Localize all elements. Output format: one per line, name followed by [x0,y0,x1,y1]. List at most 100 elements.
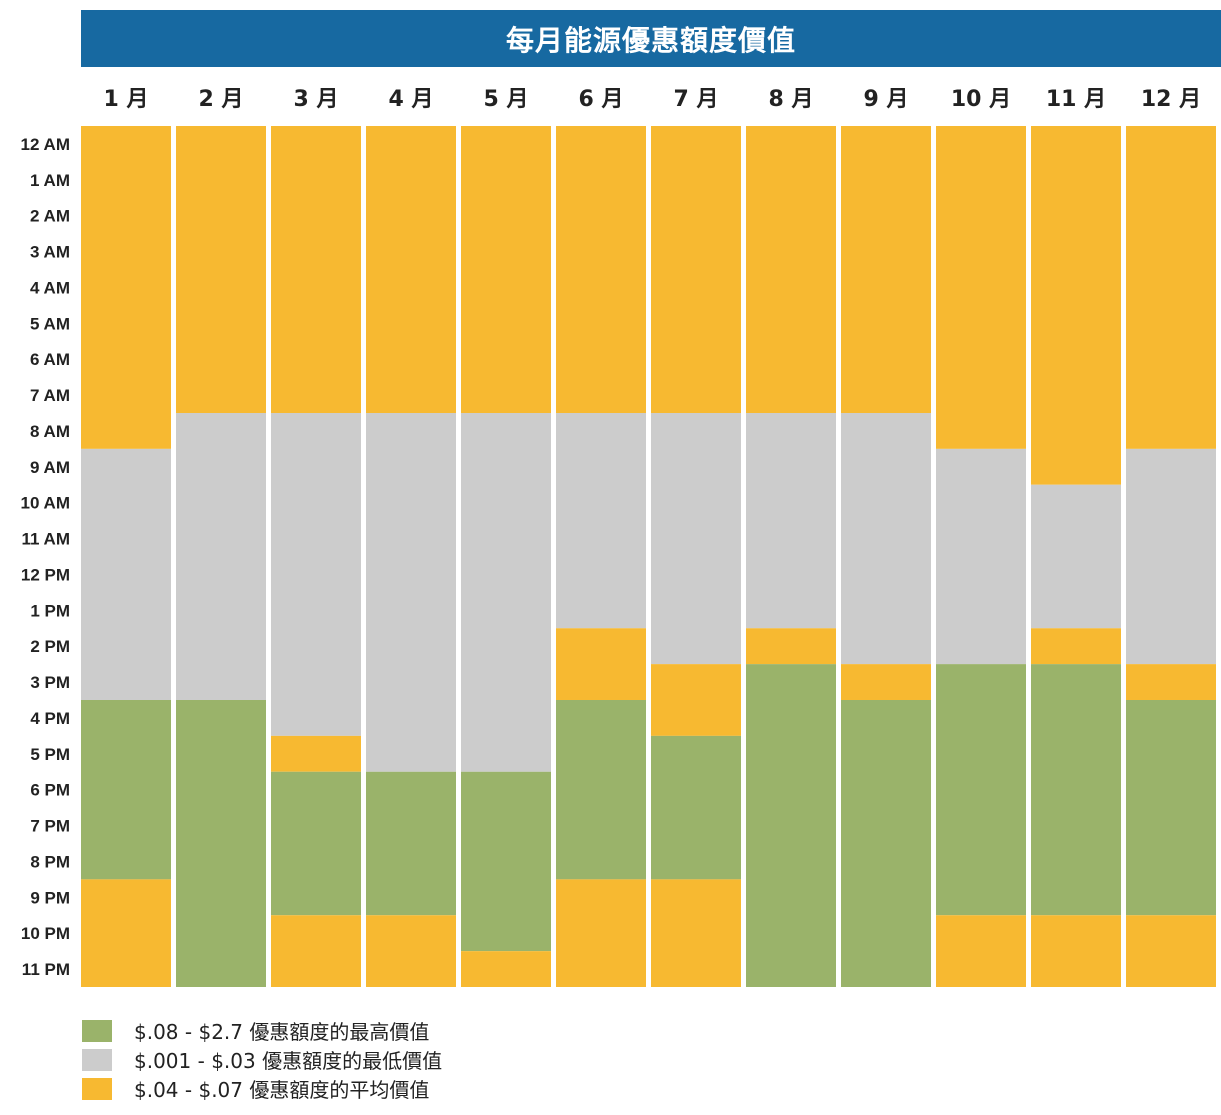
heatmap-cell-block [366,915,456,987]
hour-label: 1 AM [30,171,70,190]
hour-label: 1 PM [30,601,70,620]
month-label: 4 月 [389,87,434,112]
chart-title: 每月能源優惠額度價值 [505,23,796,57]
heatmap-cell-block [651,413,741,665]
month-label: 2 月 [199,87,244,112]
heatmap-cell-block [1031,664,1121,916]
heatmap-cell-block [746,126,836,413]
month-label: 8 月 [769,87,814,112]
heatmap-cell-block [936,915,1026,987]
heatmap-cell-block [1031,628,1121,665]
heatmap-cell-block [936,126,1026,449]
heatmap-cell-block [271,735,361,772]
hour-label: 2 AM [30,207,70,226]
heatmap-cell-block [746,628,836,665]
legend-label: $.08 - $2.7 優惠額度的最高價值 [134,1020,430,1044]
hour-label: 7 PM [30,817,70,836]
hour-label: 3 AM [30,243,70,262]
heatmap-cell-block [556,628,646,700]
hour-label: 5 AM [30,314,70,333]
legend-swatch [82,1048,112,1071]
month-label: 6 月 [579,87,624,112]
heatmap-cell-block [651,664,741,736]
heatmap-cell-block [81,700,171,880]
hour-label: 7 AM [30,386,70,405]
month-label: 3 月 [294,87,339,112]
month-label: 12 月 [1141,87,1201,112]
heatmap-cell-block [556,700,646,880]
hour-label: 6 PM [30,781,70,800]
heatmap-cell-block [651,879,741,987]
month-label: 5 月 [484,87,529,112]
month-label: 10 月 [951,87,1011,112]
heatmap-cell-block [556,879,646,987]
heatmap-cell-block [841,413,931,665]
hour-label: 12 AM [21,135,70,154]
heatmap-cell-block [1126,448,1216,665]
legend-item: $.04 - $.07 優惠額度的平均價值 [82,1074,442,1103]
heatmap-cell-block [461,771,551,952]
heatmap-cell-block [841,664,931,700]
heatmap-cell-block [1031,484,1121,629]
hour-label: 6 AM [30,350,70,369]
heatmap-cell-block [1126,700,1216,916]
hour-label: 4 AM [30,278,70,297]
heatmap-cell-block [936,664,1026,916]
heatmap-cell-block [746,413,836,629]
hour-label: 5 PM [30,745,70,764]
heatmap-cell-block [841,700,931,987]
heatmap-cell-block [461,126,551,413]
heatmap-cell-block [936,448,1026,665]
heatmap-cell-block [366,413,456,772]
heatmap-cell-block [1031,126,1121,485]
legend-swatch [82,1019,112,1042]
month-label: 9 月 [864,87,909,112]
legend: $.08 - $2.7 優惠額度的最高價值 $.001 - $.03 優惠額度的最… [82,1016,442,1103]
heatmap-cell-block [366,126,456,413]
heatmap-cell-block [271,771,361,916]
hour-label: 11 PM [22,960,70,979]
heatmap-cell-block [461,951,551,987]
heatmap-cell-block [1126,915,1216,987]
hour-label: 8 AM [30,422,70,441]
hour-labels: 12 AM 1 AM 2 AM 3 AM 4 AM 5 AM 6 AM 7 AM 8 AM 9 A… [21,135,70,979]
heatmap-cell-block [176,126,266,413]
hour-label: 12 PM [21,565,70,584]
hour-label: 9 AM [30,458,70,477]
heatmap-cell-block [176,413,266,700]
heatmap-cells [81,126,1216,987]
month-label: 7 月 [674,87,719,112]
heatmap-cell-block [176,700,266,987]
hour-label: 10 PM [21,924,70,943]
heatmap-cell-block [366,771,456,916]
heatmap-cell-block [461,413,551,772]
legend-label: $.001 - $.03 優惠額度的最低價值 [134,1049,443,1073]
heatmap-cell-block [556,413,646,629]
heatmap-cell-block [271,413,361,736]
heatmap-cell-block [841,126,931,413]
month-label: 11 月 [1046,87,1106,112]
legend-item: $.001 - $.03 優惠額度的最低價值 [82,1045,442,1074]
heatmap-cell-block [651,126,741,413]
hour-label: 11 AM [21,530,70,549]
hour-label: 4 PM [30,709,70,728]
month-label: 1 月 [104,87,149,112]
heatmap-cell-block [1126,126,1216,449]
legend-item: $.08 - $2.7 優惠額度的最高價值 [82,1016,442,1045]
hour-label: 10 AM [21,494,70,513]
hour-label: 2 PM [30,637,70,656]
legend-swatch [82,1077,112,1100]
hour-label: 9 PM [30,888,70,907]
heatmap-cell-block [651,735,741,880]
hour-label: 8 PM [30,852,70,871]
month-labels: 1 月 2 月 3 月 4 月 5 月 6 月 7 月 8 月 9 月 10 月 11 月 12 月 [104,87,1202,112]
legend-label: $.04 - $.07 優惠額度的平均價值 [134,1078,430,1102]
title-banner: 每月能源優惠額度價值 [81,10,1221,67]
heatmap-cell-block [81,879,171,987]
heatmap-cell-block [556,126,646,413]
heatmap-cell-block [81,126,171,449]
heatmap-cell-block [1126,664,1216,700]
heatmap-cell-block [271,126,361,413]
heatmap-cell-block [81,448,171,700]
